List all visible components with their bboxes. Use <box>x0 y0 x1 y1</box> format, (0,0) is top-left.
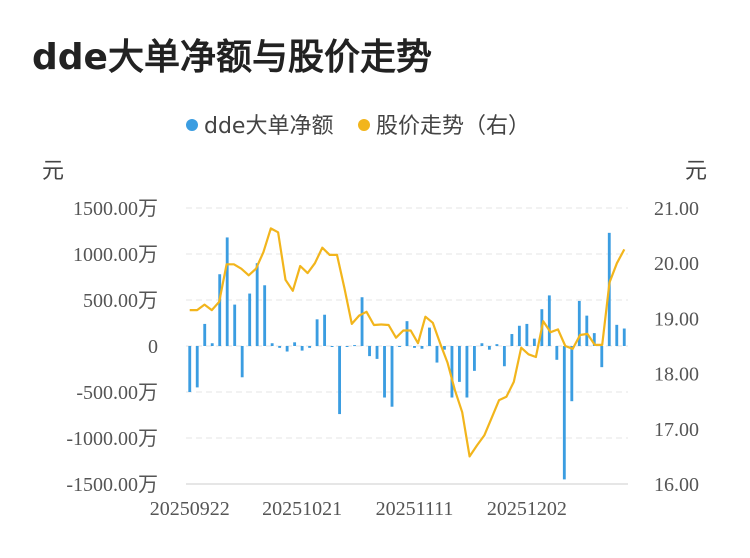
bar <box>398 346 401 347</box>
legend-marker-0 <box>186 119 198 131</box>
bar <box>390 346 394 407</box>
bar <box>345 346 349 347</box>
bar <box>300 346 304 351</box>
bar <box>405 321 409 346</box>
bar <box>562 346 566 480</box>
left-tick-label: 1500.00万 <box>73 198 158 220</box>
bar <box>240 346 244 378</box>
legend-label-1: 股价走势（右） <box>376 114 530 139</box>
chart-title: dde大单净额与股价走势 <box>32 37 432 78</box>
line-series <box>189 227 626 458</box>
bar <box>510 334 514 346</box>
right-tick-label: 20.00 <box>654 253 699 275</box>
bar <box>353 345 356 347</box>
bar <box>458 346 461 382</box>
x-tick-label: 20250922 <box>150 498 230 520</box>
legend-marker-1 <box>358 119 370 131</box>
bar <box>338 346 341 415</box>
bar <box>233 304 237 346</box>
bar <box>285 346 289 352</box>
bar <box>360 297 364 346</box>
legend-label-0: dde大单净额 <box>204 114 333 139</box>
bar <box>375 346 379 359</box>
left-unit-label: 元 <box>42 159 64 184</box>
bar <box>308 346 312 348</box>
bar <box>435 346 439 363</box>
left-tick-label: -1500.00万 <box>66 474 158 496</box>
bar <box>195 346 199 388</box>
bar <box>218 274 222 346</box>
bar <box>383 346 386 398</box>
legend: dde大单净额 股价走势（右） <box>186 114 530 139</box>
bar <box>480 343 484 346</box>
left-axis: 1500.00万 1000.00万 500.00万 0 -500.00万 -1000.00… <box>66 198 158 496</box>
x-tick-label: 20251021 <box>262 498 342 520</box>
left-tick-label: 0 <box>148 336 158 358</box>
bar <box>203 323 207 346</box>
bar <box>270 343 274 346</box>
left-tick-label: 500.00万 <box>83 290 158 312</box>
left-tick-label: -500.00万 <box>76 382 158 404</box>
bar <box>517 325 521 346</box>
bar <box>293 342 297 346</box>
left-tick-label: -1000.00万 <box>66 428 158 450</box>
bar <box>577 300 581 346</box>
left-tick-label: 1000.00万 <box>73 244 158 266</box>
bar <box>255 263 259 346</box>
right-tick-label: 21.00 <box>654 198 699 220</box>
bar <box>420 346 424 349</box>
right-tick-label: 16.00 <box>654 474 699 496</box>
bar <box>570 346 574 402</box>
right-axis: 21.00 20.00 19.00 18.00 17.00 16.00 <box>654 198 699 496</box>
bar <box>188 346 192 392</box>
bar <box>248 293 252 346</box>
bar <box>225 237 229 346</box>
right-tick-label: 18.00 <box>654 364 699 386</box>
right-tick-label: 17.00 <box>654 419 699 441</box>
bar <box>622 328 626 346</box>
bar <box>263 285 267 346</box>
x-tick-label: 20251202 <box>487 498 567 520</box>
bar <box>465 346 469 398</box>
price-line <box>189 227 626 458</box>
bar <box>473 346 476 371</box>
bar <box>495 344 499 346</box>
bar <box>428 327 431 346</box>
right-tick-label: 19.00 <box>654 308 699 330</box>
bar <box>330 346 334 347</box>
x-tick-label: 20251111 <box>376 498 454 520</box>
bar <box>278 346 282 348</box>
bar <box>585 315 589 346</box>
bar <box>615 324 619 346</box>
bar <box>525 323 529 346</box>
bar <box>323 314 327 346</box>
bar <box>555 346 559 360</box>
bar <box>592 333 596 346</box>
bar <box>315 319 319 346</box>
bar <box>450 346 454 398</box>
bar <box>532 338 536 346</box>
bar <box>547 295 551 346</box>
bar <box>502 346 506 367</box>
axis-units: 元元 <box>42 159 707 184</box>
bar <box>210 343 214 346</box>
right-unit-label: 元 <box>685 159 707 184</box>
bar <box>368 346 371 357</box>
bar <box>443 346 446 350</box>
bar <box>487 346 491 350</box>
bar <box>600 346 604 368</box>
bar <box>413 346 416 348</box>
x-axis: 20250922 20251021 20251111 20251202 <box>150 483 628 520</box>
